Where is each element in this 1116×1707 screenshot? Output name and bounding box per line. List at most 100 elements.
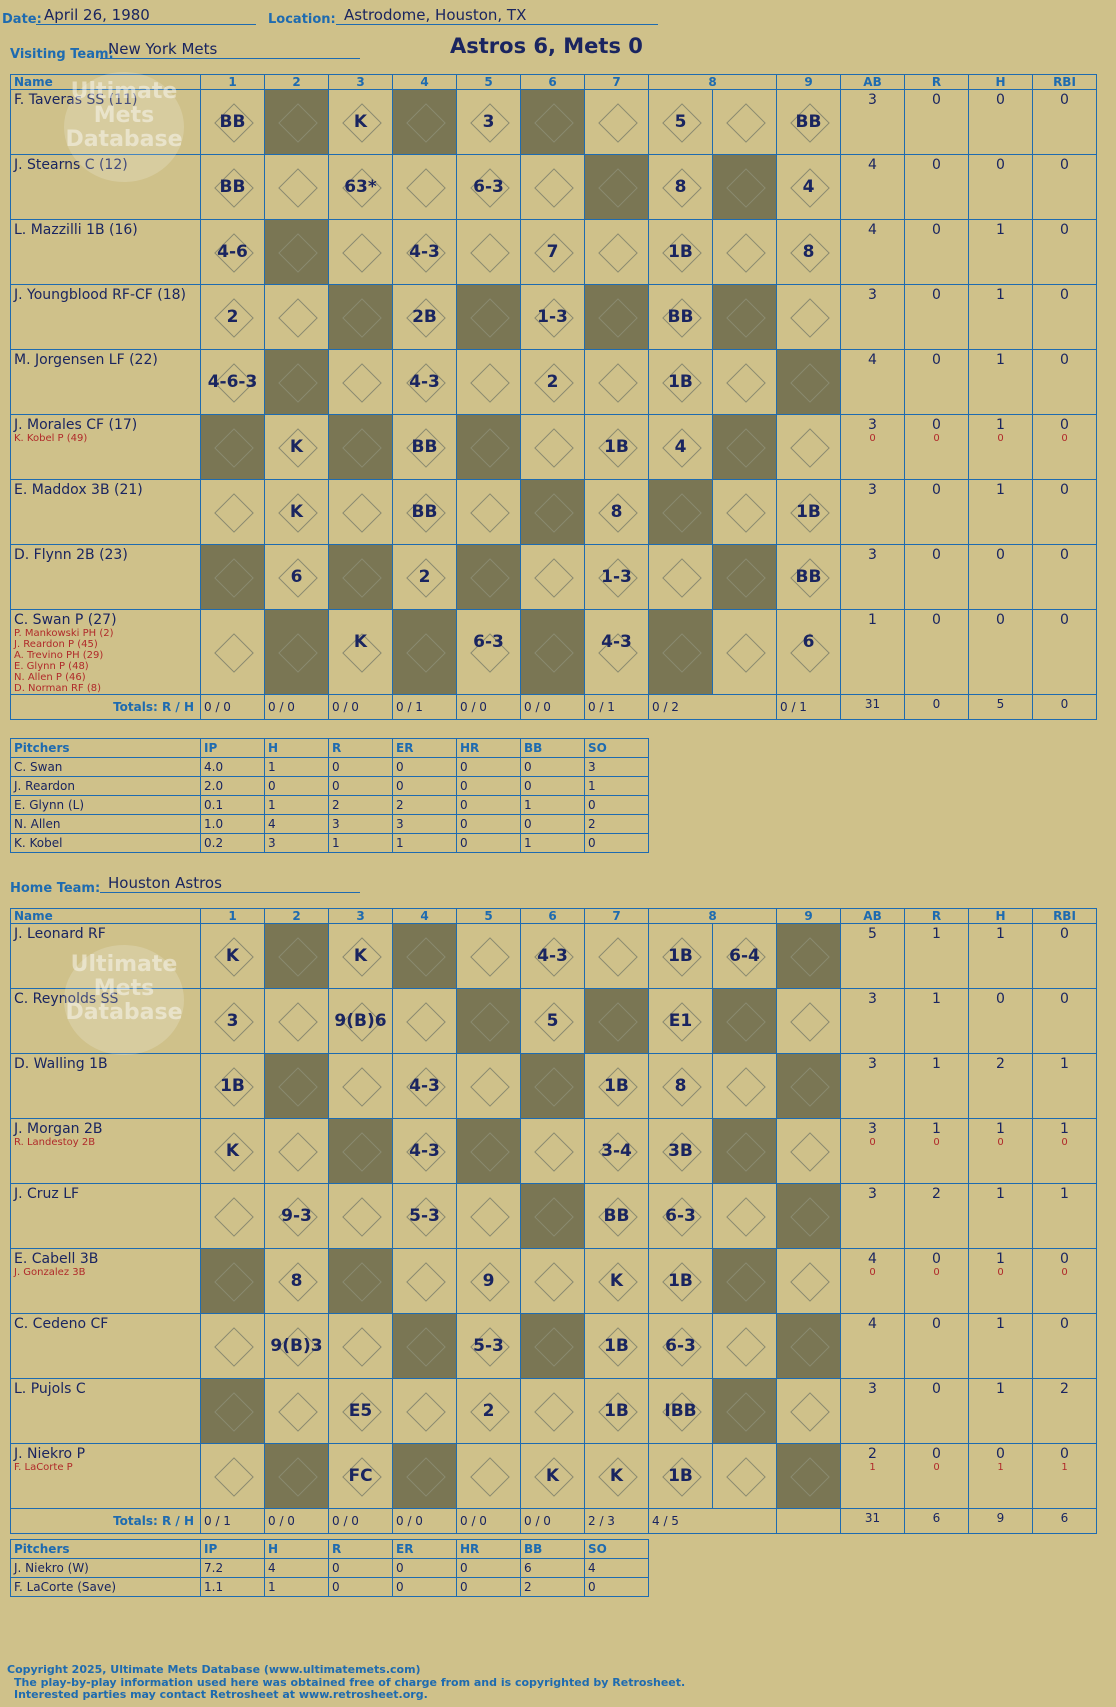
batter-name: J. Cruz LF (10, 1183, 201, 1249)
play-result: 1B (604, 1401, 629, 1421)
base-diamond (469, 937, 510, 977)
pitcher-stat: 3 (584, 757, 649, 777)
play-result: 4-3 (409, 242, 440, 262)
ab-value: 3 (840, 1053, 905, 1119)
at-bat-cell: 8 (648, 154, 713, 220)
rbi-value: 0 (1032, 988, 1097, 1054)
play-result: 4-3 (601, 632, 632, 652)
at-bat-cell: K (264, 414, 329, 480)
inning-header: 3 (328, 908, 393, 924)
base-diamond (341, 558, 382, 598)
date-label: Date: (2, 12, 42, 27)
at-bat-cell (712, 154, 777, 220)
at-bat-cell: 4-3 (520, 923, 585, 989)
player-name: C. Cedeno CF (14, 1316, 109, 1332)
r-value: 1 (904, 1053, 969, 1119)
pitcher-col-header: IP (200, 738, 265, 758)
at-bat-cell: BB (200, 89, 265, 155)
watermark-logo: Ultimate Mets Database (64, 72, 184, 182)
base-diamond (405, 1457, 446, 1497)
pitcher-stat: 7.2 (200, 1558, 265, 1578)
at-bat-cell (712, 609, 777, 695)
pitcher-stat: C. Swan (10, 757, 201, 777)
pitcher-row: E. Glynn (L) 0.1 1 2 2 0 1 0 (10, 795, 649, 815)
play-result: 6-3 (473, 632, 504, 652)
play-result: 3 (226, 1011, 239, 1031)
at-bat-cell: 6 (264, 544, 329, 610)
at-bat-cell (520, 1053, 585, 1119)
pitcher-stat: 2 (584, 814, 649, 834)
footer-copyright: Copyright 2025, Ultimate Mets Database (… (7, 1663, 421, 1676)
pitcher-stat: 0 (328, 1558, 393, 1578)
at-bat-cell: 4-3 (392, 1118, 457, 1184)
player-name: D. Walling 1B (14, 1056, 108, 1072)
rbi-header: RBI (1032, 908, 1097, 924)
ab-value: 4 (840, 1313, 905, 1379)
inning-header: 9 (776, 908, 841, 924)
base-diamond (789, 1067, 830, 1107)
totals-label: Totals: R / H (10, 694, 201, 720)
r-value: 0 (904, 154, 969, 220)
pitcher-col-header: ER (392, 738, 457, 758)
pitcher-stat: 4 (584, 1558, 649, 1578)
r-value: 0 (904, 1378, 969, 1444)
inning-total: 0 / 0 (392, 1508, 457, 1534)
base-diamond (661, 633, 702, 673)
inning-header: 4 (392, 74, 457, 90)
at-bat-cell: 3 (456, 89, 521, 155)
pitcher-stat: 6 (520, 1558, 585, 1578)
pitcher-stat: 2 (392, 795, 457, 815)
at-bat-cell: 4-6 (200, 219, 265, 285)
base-diamond (533, 168, 574, 208)
play-result: 63* (344, 177, 377, 197)
base-diamond (405, 937, 446, 977)
rbi-value: 1 (1032, 1183, 1097, 1249)
inning-header: 1 (200, 74, 265, 90)
h-value: 1 (968, 284, 1033, 350)
pitcher-col-header: Pitchers (10, 738, 201, 758)
rbi-value: 0 (1032, 479, 1097, 545)
at-bat-cell: K (584, 1443, 649, 1509)
batter-row: D. Walling 1B 1B 4-3 1B 8 3 1 2 1 (10, 1053, 1097, 1119)
base-diamond (341, 363, 382, 403)
play-result: BB (219, 112, 246, 132)
base-diamond (533, 1327, 574, 1367)
ab-value: 3 (840, 479, 905, 545)
inning-header: 2 (264, 908, 329, 924)
batter-row: E. Cabell 3B J. Gonzalez 3B 8 9 K 1B 4 0 0 0 1 0 0 0 (10, 1248, 1097, 1314)
play-result: 6-4 (729, 946, 760, 966)
h-value: 1 (968, 1313, 1033, 1379)
substitute-name: D. Norman RF (8) (14, 683, 102, 694)
inning-total: 0 / 0 (520, 694, 585, 720)
base-diamond (277, 937, 318, 977)
game-title: Astros 6, Mets 0 (450, 34, 643, 58)
rbi-value: 0 (1032, 1313, 1097, 1379)
at-bat-cell: BB (776, 544, 841, 610)
player-name: F. Taveras SS (11) (14, 92, 138, 108)
pitcher-stat: 2 (520, 1577, 585, 1597)
rbi-value: 0 (1032, 349, 1097, 415)
total-h: 9 (968, 1508, 1033, 1534)
location-value: Astrodome, Houston, TX (336, 6, 658, 25)
pitcher-stat: 1.0 (200, 814, 265, 834)
at-bat-cell (264, 1053, 329, 1119)
at-bat-cell: 1B (648, 349, 713, 415)
batter-name: C. Cedeno CF (10, 1313, 201, 1379)
pitcher-stat: 3 (264, 833, 329, 853)
base-diamond (341, 493, 382, 533)
total-rbi: 6 (1032, 1508, 1097, 1534)
base-diamond (405, 633, 446, 673)
base-diamond (405, 1392, 446, 1432)
at-bat-cell (456, 923, 521, 989)
inning-total: 2 / 3 (584, 1508, 649, 1534)
h-value: 0 (968, 609, 1033, 695)
at-bat-cell: 3B (648, 1118, 713, 1184)
base-diamond (597, 1002, 638, 1042)
pitcher-row: N. Allen 1.0 4 3 3 0 0 2 (10, 814, 649, 834)
at-bat-cell (712, 988, 777, 1054)
at-bat-cell: K (584, 1248, 649, 1314)
base-diamond (725, 633, 766, 673)
player-name: D. Flynn 2B (23) (14, 547, 128, 563)
